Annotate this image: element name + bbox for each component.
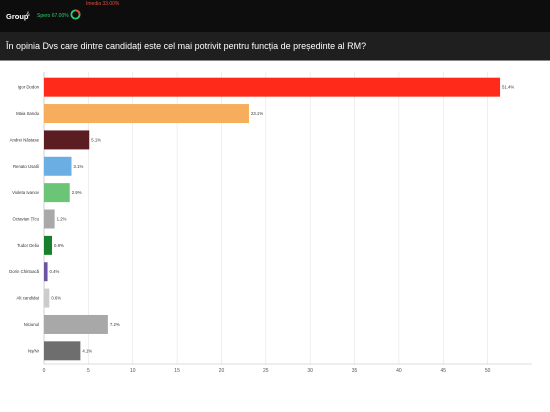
imedia-label: Imedia 33.00%	[86, 1, 120, 7]
brand-mark: &	[26, 12, 31, 18]
bar	[44, 235, 52, 255]
data-label: 1.2%	[57, 217, 67, 222]
category-label: Niciunul	[24, 322, 39, 327]
category-label: Dorin Chirtoacă	[9, 269, 39, 274]
divider	[0, 60, 550, 61]
x-tick-label: 45	[440, 368, 446, 374]
bar	[44, 262, 48, 282]
category-label: Renato Usatîi	[13, 164, 39, 169]
bar	[44, 341, 81, 361]
data-label: 51.4%	[502, 85, 514, 90]
x-tick-label: 30	[307, 368, 313, 374]
data-label: 0.6%	[51, 296, 61, 301]
x-tick-label: 10	[130, 368, 136, 374]
data-label: 0.4%	[50, 269, 60, 274]
bar	[44, 156, 72, 176]
question-title: În opinia Dvs care dintre candidați este…	[6, 41, 367, 51]
category-label: Igor Dodon	[18, 85, 40, 90]
top-bar: Group & Spero 67.00% Imedia 33.00%	[0, 0, 550, 32]
data-label: 0.9%	[54, 243, 64, 248]
bar	[44, 77, 501, 97]
category-label: Alt candidat	[17, 296, 40, 301]
bar	[44, 288, 50, 308]
bar	[44, 130, 90, 150]
x-tick-label: 0	[43, 368, 46, 374]
x-tick-label: 40	[396, 368, 402, 374]
data-label: 7.2%	[110, 322, 120, 327]
category-label: Maia Sandu	[16, 111, 40, 116]
x-tick-label: 15	[174, 368, 180, 374]
brand-logo: Group	[6, 12, 29, 21]
data-label: 23.1%	[251, 111, 263, 116]
bar	[44, 209, 55, 229]
x-tick-label: 20	[219, 368, 225, 374]
category-label: Nș/Nr	[28, 348, 40, 353]
category-label: Octavian Țîcu	[12, 217, 39, 222]
category-label: Tudor Deliu	[17, 243, 40, 248]
data-label: 2.9%	[72, 190, 82, 195]
x-tick-label: 35	[352, 368, 358, 374]
bar	[44, 104, 249, 124]
category-label: Violeta Ivanov	[12, 190, 40, 195]
spero-label: Spero 67.00%	[37, 13, 69, 19]
data-label: 3.1%	[74, 164, 84, 169]
bar	[44, 314, 108, 334]
x-tick-label: 25	[263, 368, 269, 374]
x-tick-label: 5	[87, 368, 90, 374]
question-bar: În opinia Dvs care dintre candidați este…	[0, 32, 550, 60]
x-tick-label: 50	[485, 368, 491, 374]
bar	[44, 183, 70, 203]
category-label: Andrei Năstase	[10, 137, 40, 142]
data-label: 4.1%	[82, 348, 92, 353]
donut-icon	[70, 9, 81, 20]
data-label: 5.1%	[91, 137, 101, 142]
